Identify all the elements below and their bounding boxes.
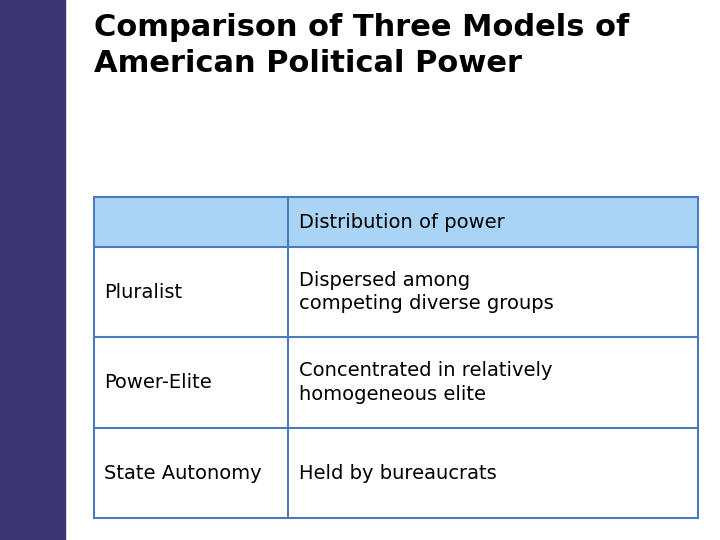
Text: Pluralist: Pluralist [104, 282, 183, 302]
Text: Comparison of Three Models of
American Political Power: Comparison of Three Models of American P… [94, 14, 629, 78]
Text: Dispersed among
competing diverse groups: Dispersed among competing diverse groups [299, 271, 554, 313]
Text: Held by bureaucrats: Held by bureaucrats [299, 464, 497, 483]
Text: Distribution of power: Distribution of power [299, 213, 505, 232]
Text: Concentrated in relatively
homogeneous elite: Concentrated in relatively homogeneous e… [299, 361, 552, 404]
Text: Power-Elite: Power-Elite [104, 373, 212, 392]
Text: State Autonomy: State Autonomy [104, 464, 262, 483]
